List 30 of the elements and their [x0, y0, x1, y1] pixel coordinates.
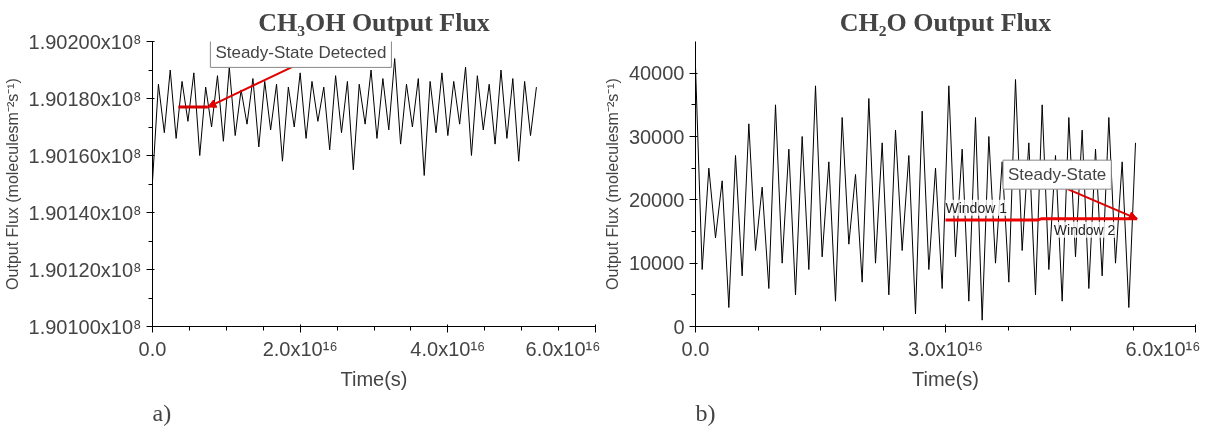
y-tick-label: 1.90200x10⁸	[28, 30, 142, 53]
annotation: Window 1	[945, 199, 1008, 216]
x-tick-label: 4.0x10¹⁶	[410, 337, 486, 360]
x-tick-label: 2.0x10¹⁶	[262, 337, 338, 360]
x-tick-label: 6.0x10¹⁶	[1125, 337, 1201, 360]
y-tick-label: 10000	[628, 252, 685, 275]
y-tick-label: 1.90120x10⁸	[28, 258, 142, 281]
annotation: Window 2	[1053, 221, 1116, 238]
y-tick-label: 40000	[628, 62, 685, 85]
annotation: Steady-State Detected	[215, 43, 387, 63]
y-tick-label: 1.90180x10⁸	[28, 87, 142, 110]
y-axis-title: Output Flux (moleculesm⁻²s⁻¹)	[3, 78, 21, 290]
y-axis-title: Output Flux (moleculesm⁻²s⁻¹)	[603, 78, 621, 290]
y-tick-label: 1.90160x10⁸	[28, 144, 142, 167]
y-tick-label: 1.90140x10⁸	[28, 201, 142, 224]
annotation: Steady-State	[1008, 165, 1107, 185]
chart-title: CH₃OH Output Flux	[258, 7, 490, 37]
y-tick-label: 0	[673, 315, 685, 338]
x-tick-label: 0.0	[138, 337, 167, 360]
y-tick-label: 1.90100x10⁸	[28, 315, 142, 338]
y-tick-label: 30000	[628, 125, 685, 148]
chart-title: CH₂O Output Flux	[839, 7, 1052, 37]
x-axis-title: Time(s)	[911, 367, 980, 390]
x-tick-label: 0.0	[681, 337, 710, 360]
text: b)	[695, 399, 716, 426]
x-tick-label: 6.0x10¹⁶	[525, 337, 601, 360]
text: a)	[152, 399, 172, 426]
y-tick-label: 20000	[628, 188, 685, 211]
x-tick-label: 3.0x10¹⁶	[908, 337, 983, 360]
x-axis-title: Time(s)	[340, 367, 408, 390]
